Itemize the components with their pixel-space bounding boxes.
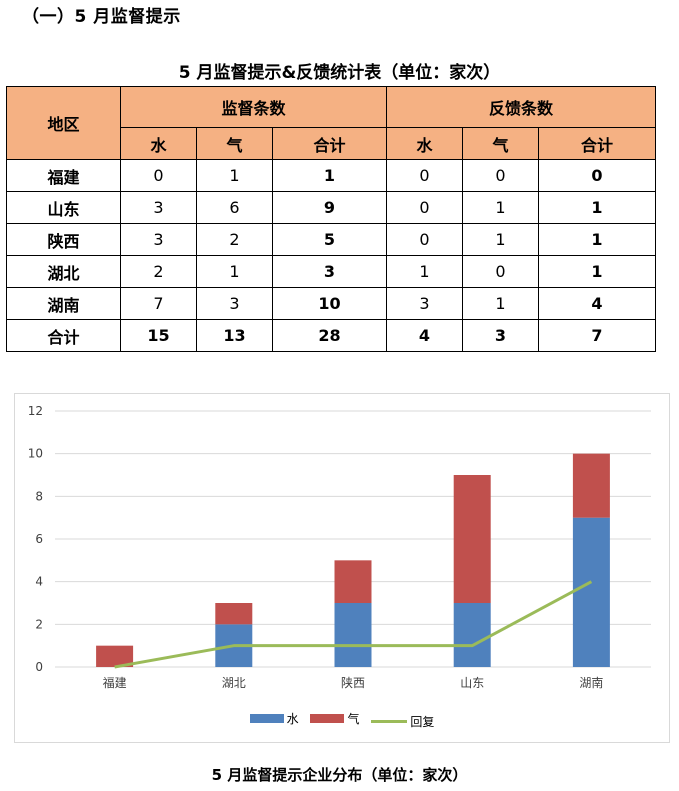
bar-gas [215,603,253,625]
table-cell: 0 [386,223,463,256]
chart-legend: 水 气 回复 [15,710,669,730]
bar-water [453,603,491,667]
x-tick-label: 福建 [103,675,127,690]
table-cell: 1 [538,191,656,224]
region-cell: 陕西 [6,223,121,256]
total-cell: 3 [462,319,539,352]
bar-gas [572,453,610,518]
y-tick-label: 6 [35,532,43,546]
table-cell: 0 [538,159,656,192]
table-cell: 3 [196,287,273,320]
subheader-total: 合计 [538,127,656,160]
legend-item-gas: 气 [310,710,360,727]
x-tick-label: 湖南 [579,675,603,690]
table-title: 5 月监督提示&反馈统计表（单位：家次） [178,63,501,83]
bar-gas [334,560,372,603]
section-title: （一）5 月监督提示 [22,7,181,27]
table-cell: 2 [196,223,273,256]
x-tick-label: 山东 [460,676,484,690]
table-cell: 3 [272,255,387,288]
region-cell: 湖北 [6,255,121,288]
legend-label-reply: 回复 [410,715,435,729]
bar-gas [453,475,491,603]
table-cell: 10 [272,287,387,320]
bar-water [572,517,610,667]
legend-label-gas: 气 [347,712,360,726]
total-cell: 4 [386,319,463,352]
table-cell: 1 [538,255,656,288]
subheader-gas: 气 [196,127,273,160]
table-cell: 1 [462,287,539,320]
y-tick-label: 10 [28,447,43,461]
table-row: 湖北 2 1 3 1 0 1 [6,255,656,288]
table-cell: 1 [196,159,273,192]
header-feedback-count: 反馈条数 [386,86,656,128]
region-cell: 湖南 [6,287,121,320]
total-cell: 7 [538,319,656,352]
table-cell: 0 [386,159,463,192]
legend-swatch-reply [371,720,408,723]
table-cell: 1 [462,223,539,256]
y-tick-label: 12 [28,404,43,418]
subheader-water: 水 [120,127,197,160]
table-subheader-row: 水 气 合计 水 气 合计 [7,127,656,160]
total-cell: 15 [120,319,197,352]
table-cell: 9 [272,191,387,224]
legend-swatch-water [249,714,284,723]
table-row: 湖南 7 3 10 3 1 4 [6,287,656,320]
table-cell: 3 [386,287,463,320]
region-cell: 山东 [6,191,121,224]
subheader-water: 水 [386,127,463,160]
table-cell: 0 [462,255,539,288]
subheader-total: 合计 [272,127,387,160]
table-row: 福建 0 1 1 0 0 0 [6,159,656,192]
table-cell: 3 [120,191,197,224]
table-cell: 0 [120,159,197,192]
legend-item-reply: 回复 [371,713,434,730]
stacked-bar-chart: 0 2 4 6 8 10 12 福建 湖北 陕西 山东 湖南 [28,404,651,690]
y-tick-label: 4 [35,575,43,589]
total-cell: 28 [272,319,387,352]
y-tick-label: 0 [35,660,43,674]
table-cell: 2 [120,255,197,288]
table-cell: 7 [120,287,197,320]
legend-item-water: 水 [249,710,299,727]
table-cell: 1 [462,191,539,224]
y-tick-label: 8 [35,489,43,503]
total-cell: 13 [196,319,273,352]
legend-label-water: 水 [286,712,299,726]
table-cell: 0 [462,159,539,192]
subheader-gas: 气 [462,127,539,160]
bar-gas [96,645,134,667]
table-cell: 1 [196,255,273,288]
table-cell: 0 [386,191,463,224]
legend-swatch-gas [310,714,345,723]
table-cell: 4 [538,287,656,320]
bar-water [334,603,372,667]
table-cell: 3 [120,223,197,256]
x-tick-label: 陕西 [341,675,365,690]
table-row: 山东 3 6 9 0 1 1 [6,191,656,224]
table-header-row: 地区 监督条数 反馈条数 [6,86,656,160]
header-supervision-count: 监督条数 [120,86,387,128]
table-cell: 1 [272,159,387,192]
chart-container: 0 2 4 6 8 10 12 福建 湖北 陕西 山东 湖南 水 气 回复 [14,393,670,743]
table-row: 陕西 3 2 5 0 1 1 [6,223,656,256]
header-region: 地区 [6,86,121,160]
table-cell: 1 [386,255,463,288]
chart-caption: 5 月监督提示企业分布（单位：家次） [211,766,468,784]
statistics-table: 地区 监督条数 反馈条数 水 气 合计 水 气 合计 福建 0 1 1 0 0 … [6,86,656,352]
table-cell: 6 [196,191,273,224]
table-cell: 1 [538,223,656,256]
total-label-cell: 合计 [6,319,121,352]
table-cell: 5 [272,223,387,256]
x-tick-label: 湖北 [222,675,246,690]
table-total-row: 合计 15 13 28 4 3 7 [6,319,656,352]
region-cell: 福建 [6,159,121,192]
y-tick-label: 2 [35,617,43,631]
